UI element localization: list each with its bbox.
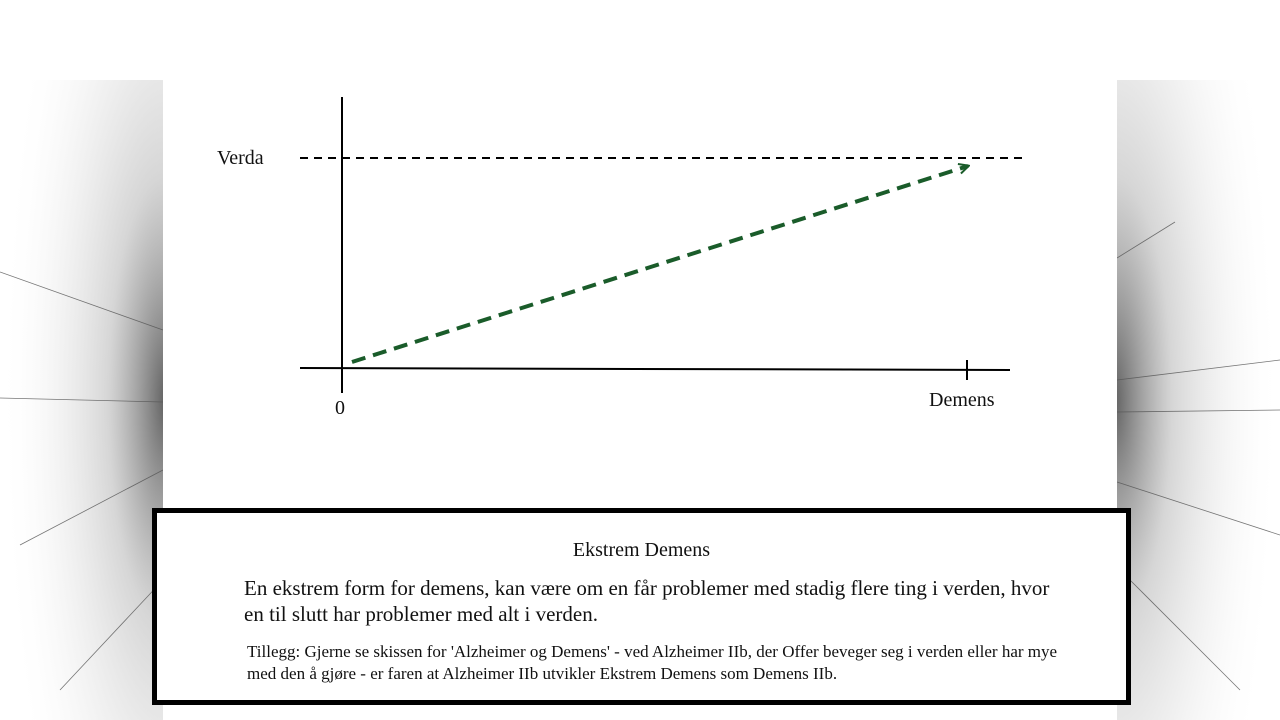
x-axis [299,367,1011,371]
info-description: En ekstrem form for demens, kan være om … [244,576,1050,626]
ray [1116,221,1176,259]
trend-arrow [351,166,968,364]
ray [1116,481,1280,536]
ray [0,271,164,331]
ray [19,469,164,546]
info-box: Ekstrem Demens En ekstrem form for demen… [152,508,1131,705]
x-axis-label: Demens [929,389,995,411]
info-note: Tillegg: Gjerne se skissen for 'Alzheime… [247,642,1058,683]
ray [0,397,164,403]
ray [59,579,164,691]
ray [1116,409,1280,413]
right-shade [1114,80,1280,720]
y-axis-label: Verda [217,147,264,169]
ray [1129,579,1241,691]
ray [1116,359,1280,381]
origin-label: 0 [335,397,345,419]
info-title: Ekstrem Demens [572,539,711,561]
